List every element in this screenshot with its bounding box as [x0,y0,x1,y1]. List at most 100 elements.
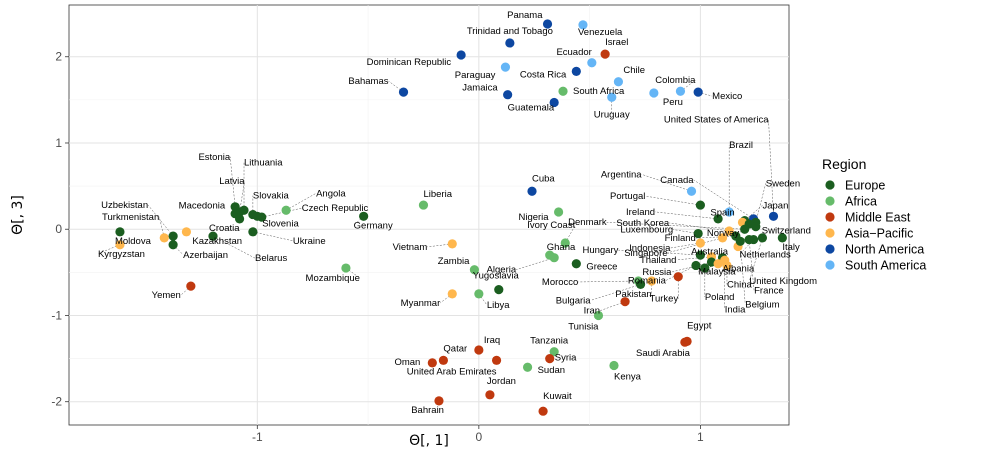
data-point [491,355,502,365]
data-point [647,276,657,286]
legend-label: Africa [845,195,877,209]
point-label: Tunisia [568,321,599,332]
data-point [538,406,548,416]
point-label: Macedonia [179,201,226,212]
point-label: Pakistan [615,289,651,300]
point-label: United States of America [664,114,769,125]
data-point [695,250,705,260]
point-label: Uruguay [594,109,630,120]
data-point [522,362,533,372]
legend-label: Middle East [845,211,911,225]
legend-label: Asia−Pacific [845,227,913,241]
data-point [673,272,683,282]
data-point [505,38,515,48]
data-point [168,240,178,250]
point-label: Mozambique [306,273,360,284]
leader-line [478,293,488,306]
data-point [578,20,588,30]
data-point [527,186,537,196]
data-point [751,222,761,232]
point-label: Moldova [115,236,152,247]
point-label: Ukraine [293,236,326,247]
point-label: Estonia [198,152,230,163]
leader-line [670,242,701,249]
x-tick-label: 1 [697,430,704,444]
point-label: Jordan [487,376,516,387]
data-point [554,207,564,217]
leader-line [698,91,713,97]
leader-line [680,80,696,92]
data-point [695,200,705,210]
point-label: Kuwait [543,391,572,402]
data-point [545,353,555,364]
point-label: United Arab Emirates [407,366,497,377]
legend-key [825,244,835,254]
data-point [686,186,697,196]
data-point [607,92,617,102]
leader-line [172,244,184,255]
point-label: Bulgaria [556,295,592,306]
y-tick-label: 1 [55,136,62,150]
data-point [720,255,730,265]
leader-line [749,237,763,281]
data-point [485,390,495,400]
data-point [744,234,754,245]
data-point [474,289,484,299]
point-label: Kyrgyzstan [98,249,145,260]
grid-lines [69,5,789,425]
data-point [713,214,723,224]
leader-line [667,237,723,254]
data-point [398,87,409,97]
legend-key [825,260,835,270]
point-label: Libya [487,300,510,311]
leader-line [285,193,317,211]
point-label: Angola [316,188,346,199]
data-point [359,211,369,221]
data-point [635,279,646,290]
data-point [252,211,262,221]
point-labels: Panama Venezuela Trinidad and Tobago Israel… [98,10,817,416]
point-label: Myanmar [401,298,441,309]
y-axis-title: Θ[, 3] [10,195,26,235]
point-label: Morocco [542,277,578,288]
point-label: Denmark [568,217,607,228]
x-tick-label: 0 [476,430,483,444]
data-point [438,355,448,365]
point-label: South Korea [616,218,670,229]
point-label: Peru [663,97,683,108]
point-label: India [725,304,746,315]
data-point [500,62,511,72]
data-point [181,227,192,237]
data-point [115,240,125,250]
data-point [474,345,484,355]
data-point [571,66,581,77]
data-point [447,289,457,299]
point-label: Jamaica [462,83,498,94]
data-point [115,227,125,237]
data-point [434,396,444,406]
data-point [234,214,245,224]
leader-line [180,285,192,296]
point-label: Italy [782,242,800,253]
point-label: Turkmenistan [102,212,159,223]
data-point [571,259,581,269]
x-tick-label: -1 [252,430,263,444]
point-label: Vietnam [393,242,428,253]
leader-line [641,174,692,192]
leader-line [748,239,755,291]
point-label: Czech Republic [302,203,369,214]
leader-line [645,195,701,206]
y-tick-label: 0 [55,222,62,236]
data-point [456,50,466,60]
point-label: Australia [691,246,729,257]
point-label: Oman [394,357,420,368]
point-label: Spain [710,208,734,219]
leader-line [655,211,719,220]
point-label: Portugal [610,191,645,202]
point-label: Hungary [582,245,618,256]
point-label: Trinidad and Tobago [467,26,553,37]
data-point [542,19,553,29]
point-label: Argentina [601,169,642,180]
point-label: Yugoslavia [473,271,520,282]
leader-line [740,241,746,305]
